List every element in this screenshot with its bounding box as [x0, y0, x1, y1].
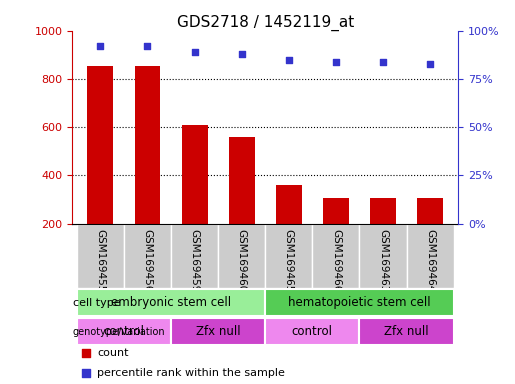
Bar [77, 318, 171, 345]
Point [81, 351, 90, 357]
Text: GSM169455: GSM169455 [95, 229, 106, 292]
Bar [218, 224, 265, 288]
Bar [88, 66, 113, 272]
Bar [265, 289, 454, 316]
Bar [417, 199, 443, 272]
Bar [359, 318, 454, 345]
Text: count: count [97, 349, 129, 359]
Point [285, 56, 293, 63]
Point [332, 58, 340, 65]
Text: control: control [104, 325, 144, 338]
Text: embryonic stem cell: embryonic stem cell [111, 296, 231, 309]
Point [237, 51, 246, 57]
Bar [359, 224, 406, 288]
Text: control: control [292, 325, 333, 338]
Text: percentile rank within the sample: percentile rank within the sample [97, 367, 285, 377]
Point [143, 43, 151, 49]
Bar [370, 199, 396, 272]
Text: GSM169456: GSM169456 [143, 229, 152, 292]
Bar [182, 125, 208, 272]
Bar [406, 224, 454, 288]
Text: cell type: cell type [73, 298, 120, 308]
Text: GSM169464: GSM169464 [425, 229, 435, 292]
Text: genotype/variation: genotype/variation [73, 326, 165, 336]
Text: hematopoietic stem cell: hematopoietic stem cell [288, 296, 431, 309]
Point [96, 43, 105, 49]
Polygon shape [95, 295, 100, 310]
Text: GSM169465: GSM169465 [284, 229, 294, 292]
Bar [276, 185, 302, 272]
Bar [171, 224, 218, 288]
Point [379, 58, 387, 65]
Text: GSM169463: GSM169463 [378, 229, 388, 292]
Bar [312, 224, 359, 288]
Bar [229, 137, 254, 272]
Point [191, 49, 199, 55]
Bar [77, 289, 265, 316]
Bar [171, 318, 265, 345]
Text: GSM169460: GSM169460 [237, 229, 247, 292]
Bar [134, 66, 160, 272]
Point [426, 60, 434, 66]
Bar [265, 224, 312, 288]
Text: GSM169466: GSM169466 [331, 229, 341, 292]
Bar [265, 318, 359, 345]
Bar [77, 224, 124, 288]
Text: Zfx null: Zfx null [196, 325, 241, 338]
Bar [323, 199, 349, 272]
Polygon shape [95, 324, 100, 339]
Point [81, 369, 90, 376]
Text: GSM169459: GSM169459 [190, 229, 200, 292]
Text: Zfx null: Zfx null [384, 325, 429, 338]
Bar [124, 224, 171, 288]
Title: GDS2718 / 1452119_at: GDS2718 / 1452119_at [177, 15, 354, 31]
